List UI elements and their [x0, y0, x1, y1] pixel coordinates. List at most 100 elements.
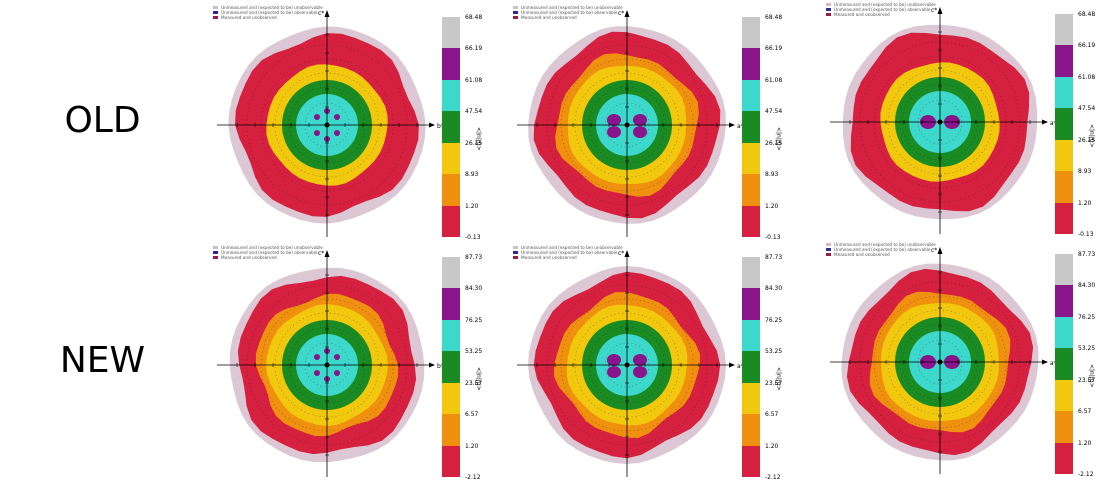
- colorbar-tick-label: 26.15: [465, 139, 483, 147]
- legend-item: Unmeasured and (expected to be) observab…: [826, 7, 936, 12]
- origin-dot: [937, 359, 943, 365]
- colorbar: [742, 257, 760, 478]
- colorbar-tick-label: 61.08: [465, 76, 483, 84]
- axis-label-c: c*: [318, 250, 324, 257]
- colorbar-title: <|n|/g>: [475, 367, 482, 391]
- legend-item: Unmeasured and (expected to be) unobserv…: [213, 5, 323, 10]
- colorbar-tick-label: 1.20: [765, 202, 779, 210]
- legend-item: Measured and unobserved: [826, 252, 936, 257]
- colorbar-tick-label: 87.73: [1078, 251, 1096, 258]
- colorbar-title: <|n|/g>: [775, 127, 782, 151]
- legend-swatch: [513, 11, 518, 14]
- origin-dot: [937, 119, 943, 125]
- colorbar-band: [1055, 254, 1073, 286]
- colorbar-tick-label: 76.25: [1078, 313, 1096, 321]
- legend-text: Measured and unobserved: [834, 252, 890, 257]
- colorbar-band: [742, 79, 760, 112]
- heatmap-panel: Unmeasured and (expected to be) unobserv…: [818, 242, 1106, 482]
- colorbar-tick-label: 6.57: [465, 411, 479, 419]
- colorbar-tick-label: 66.19: [465, 45, 483, 53]
- axis-arrow-up: [624, 250, 630, 257]
- legend: Unmeasured and (expected to be) unobserv…: [513, 5, 623, 20]
- heatmap-panel: Unmeasured and (expected to be) unobserv…: [818, 2, 1106, 242]
- legend-text: Unmeasured and (expected to be) observab…: [521, 10, 618, 15]
- polar-heatmap: c* a*: [830, 7, 1057, 234]
- axis-arrow-right: [729, 122, 735, 128]
- colorbar-band: [1055, 108, 1073, 141]
- polar-heatmap: c* a*: [517, 250, 744, 477]
- colorbar-tick-label: 23.57: [765, 379, 783, 387]
- center-lobe: [607, 126, 621, 138]
- colorbar-tick-label: 47.54: [765, 108, 783, 116]
- colorbar-title: <|n|/g>: [775, 367, 782, 391]
- colorbar-tick-label: 6.57: [1078, 408, 1092, 416]
- legend-text: Unmeasured and (expected to be) unobserv…: [834, 2, 936, 7]
- legend-item: Unmeasured and (expected to be) unobserv…: [826, 242, 936, 247]
- legend-item: Measured and unobserved: [513, 15, 623, 20]
- colorbar-tick-label: 47.54: [465, 108, 483, 116]
- colorbar-band: [1055, 139, 1073, 172]
- polar-heatmap: c* b*: [217, 250, 444, 477]
- legend-text: Unmeasured and (expected to be) observab…: [521, 250, 618, 255]
- colorbar-band: [442, 142, 460, 175]
- colorbar-band: [1055, 76, 1073, 109]
- legend-swatch: [826, 253, 831, 256]
- colorbar-tick-label: 87.73: [465, 254, 483, 261]
- colorbar-band: [442, 79, 460, 112]
- colorbar-tick-label: 66.19: [1078, 42, 1096, 50]
- legend-swatch: [213, 246, 218, 249]
- axis-label-right: a*: [1050, 120, 1057, 127]
- colorbar-band: [1055, 348, 1073, 381]
- origin-dot: [324, 122, 330, 128]
- colorbar-band: [742, 111, 760, 144]
- legend-text: Unmeasured and (expected to be) observab…: [834, 247, 931, 252]
- row-label-new: NEW: [59, 340, 146, 381]
- colorbar-tick-label: -0.13: [1078, 231, 1094, 238]
- axis-arrow-right: [1042, 359, 1048, 365]
- colorbar-band: [442, 288, 460, 321]
- legend-swatch: [213, 251, 218, 254]
- axis-label-c: c*: [931, 7, 937, 14]
- colorbar-tick-label: 87.73: [765, 254, 783, 261]
- legend-swatch: [513, 6, 518, 9]
- colorbar: [442, 17, 460, 238]
- legend-item: Measured and unobserved: [213, 15, 323, 20]
- heatmap-panel: Unmeasured and (expected to be) unobserv…: [205, 5, 495, 245]
- legend-swatch: [213, 16, 218, 19]
- colorbar-band: [742, 351, 760, 384]
- colorbar-tick-label: 66.19: [765, 45, 783, 53]
- colorbar-band: [742, 174, 760, 207]
- colorbar-band: [1055, 316, 1073, 349]
- origin-dot: [624, 122, 630, 128]
- center-spot: [334, 370, 340, 376]
- legend: Unmeasured and (expected to be) unobserv…: [826, 242, 936, 257]
- colorbar-tick-label: 61.08: [765, 76, 783, 84]
- legend-text: Unmeasured and (expected to be) unobserv…: [221, 245, 323, 250]
- colorbar: [742, 17, 760, 238]
- axis-label-right: a*: [737, 123, 744, 130]
- colorbar-tick-label: -2.12: [1078, 471, 1094, 478]
- legend-item: Measured and unobserved: [826, 12, 936, 17]
- legend-text: Unmeasured and (expected to be) unobserv…: [834, 242, 936, 247]
- heatmap-panel: Unmeasured and (expected to be) unobserv…: [205, 245, 495, 485]
- legend-text: Unmeasured and (expected to be) observab…: [221, 10, 318, 15]
- colorbar-tick-label: -2.12: [465, 474, 481, 481]
- colorbar-title: <|n|/g>: [475, 127, 482, 151]
- axis-label-c: c*: [318, 10, 324, 17]
- polar-heatmap: c* b*: [217, 10, 444, 237]
- axis-arrow-right: [429, 122, 435, 128]
- center-spot: [334, 114, 340, 120]
- center-spot: [314, 354, 320, 360]
- colorbar-band: [742, 17, 760, 49]
- axis-arrow-right: [729, 362, 735, 368]
- legend-item: Unmeasured and (expected to be) observab…: [213, 250, 323, 255]
- colorbar-band: [1055, 285, 1073, 318]
- colorbar-tick-label: 23.57: [1078, 376, 1096, 384]
- row-label-old: OLD: [64, 100, 141, 141]
- legend-swatch: [513, 256, 518, 259]
- legend-text: Measured and unobserved: [221, 255, 277, 260]
- legend-text: Unmeasured and (expected to be) unobserv…: [521, 245, 623, 250]
- center-spot: [314, 130, 320, 136]
- axis-arrow-up: [324, 10, 330, 17]
- axis-arrow-right: [1042, 119, 1048, 125]
